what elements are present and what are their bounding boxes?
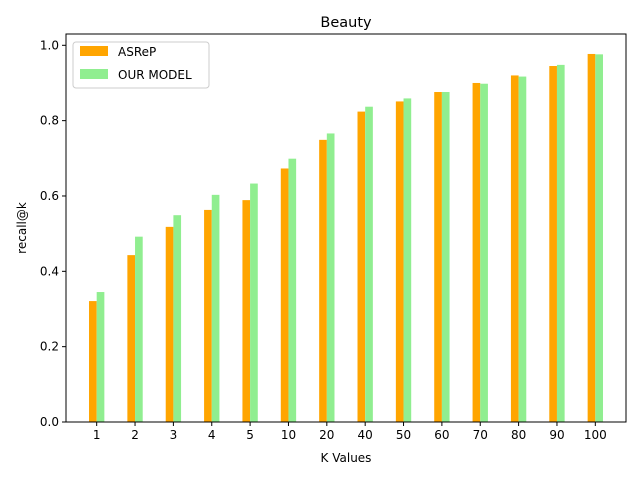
legend-swatch-our-model <box>80 69 108 79</box>
bar-our-model-k90 <box>556 64 565 423</box>
bar-asrep-k70 <box>472 82 481 422</box>
bar-asrep-k90 <box>549 66 557 423</box>
bar-asrep-k100 <box>587 53 596 422</box>
bar-our-model-k40 <box>365 106 373 422</box>
x-tick-label: 5 <box>246 428 254 442</box>
x-tick-label: 60 <box>434 428 449 442</box>
bar-asrep-k1 <box>89 301 97 422</box>
x-tick-label: 80 <box>511 428 526 442</box>
x-axis-ticks: 1 2 3 4 5 10 20 40 50 60 70 80 90 100 <box>93 422 607 442</box>
legend: ASReP OUR MODEL <box>72 41 210 89</box>
legend-label-our-model: OUR MODEL <box>118 68 192 82</box>
x-tick-label: 3 <box>170 428 178 442</box>
bar-asrep-k5 <box>242 200 251 422</box>
x-tick-label: 90 <box>549 428 564 442</box>
x-tick-label: 1 <box>93 428 101 442</box>
bar-our-model-k1 <box>96 292 105 422</box>
x-tick-label: 4 <box>208 428 216 442</box>
bar-our-model-k100 <box>595 54 603 423</box>
legend-label-asrep: ASReP <box>118 45 156 59</box>
bar-asrep-k50 <box>395 101 404 422</box>
plot-area-frame <box>65 33 627 423</box>
bar-asrep-k40 <box>357 111 366 422</box>
x-axis-label: K Values <box>321 451 372 465</box>
x-tick-label: 20 <box>319 428 334 442</box>
bar-asrep-k3 <box>165 226 174 422</box>
y-tick-label: 0.8 <box>40 114 59 128</box>
bar-our-model-k60 <box>441 92 450 422</box>
x-tick-label: 100 <box>584 428 607 442</box>
y-tick-label: 0.6 <box>40 189 59 203</box>
y-tick-label: 0.0 <box>40 415 59 429</box>
bar-our-model-k3 <box>173 215 182 422</box>
y-tick-label: 0.2 <box>40 340 59 354</box>
bar-asrep-k20 <box>319 139 327 423</box>
bar-asrep-k4 <box>204 209 212 422</box>
bar-our-model-k80 <box>518 76 527 423</box>
x-tick-label: 40 <box>358 428 373 442</box>
bar-asrep-k60 <box>434 92 442 422</box>
bar-asrep-k80 <box>510 75 519 422</box>
x-tick-label: 50 <box>396 428 411 442</box>
bar-asrep-k10 <box>280 168 289 422</box>
bars-layer <box>89 53 603 423</box>
bar-our-model-k70 <box>480 83 488 422</box>
y-tick-label: 1.0 <box>40 38 59 52</box>
bar-our-model-k50 <box>403 98 412 423</box>
bar-our-model-k5 <box>250 183 258 422</box>
bar-our-model-k20 <box>326 133 335 422</box>
y-tick-label: 0.4 <box>40 264 59 278</box>
bar-asrep-k2 <box>127 255 136 422</box>
chart-title: Beauty <box>320 15 372 31</box>
y-axis-ticks: 0.0 0.2 0.4 0.6 0.8 1.0 <box>40 38 66 429</box>
y-axis-label: recall@k <box>15 202 29 254</box>
bar-our-model-k2 <box>135 236 143 422</box>
bar-our-model-k10 <box>288 158 297 422</box>
x-tick-label: 2 <box>131 428 139 442</box>
legend-swatch-asrep <box>80 46 108 56</box>
bar-our-model-k4 <box>211 194 220 422</box>
x-tick-label: 70 <box>473 428 488 442</box>
x-tick-label: 10 <box>281 428 296 442</box>
